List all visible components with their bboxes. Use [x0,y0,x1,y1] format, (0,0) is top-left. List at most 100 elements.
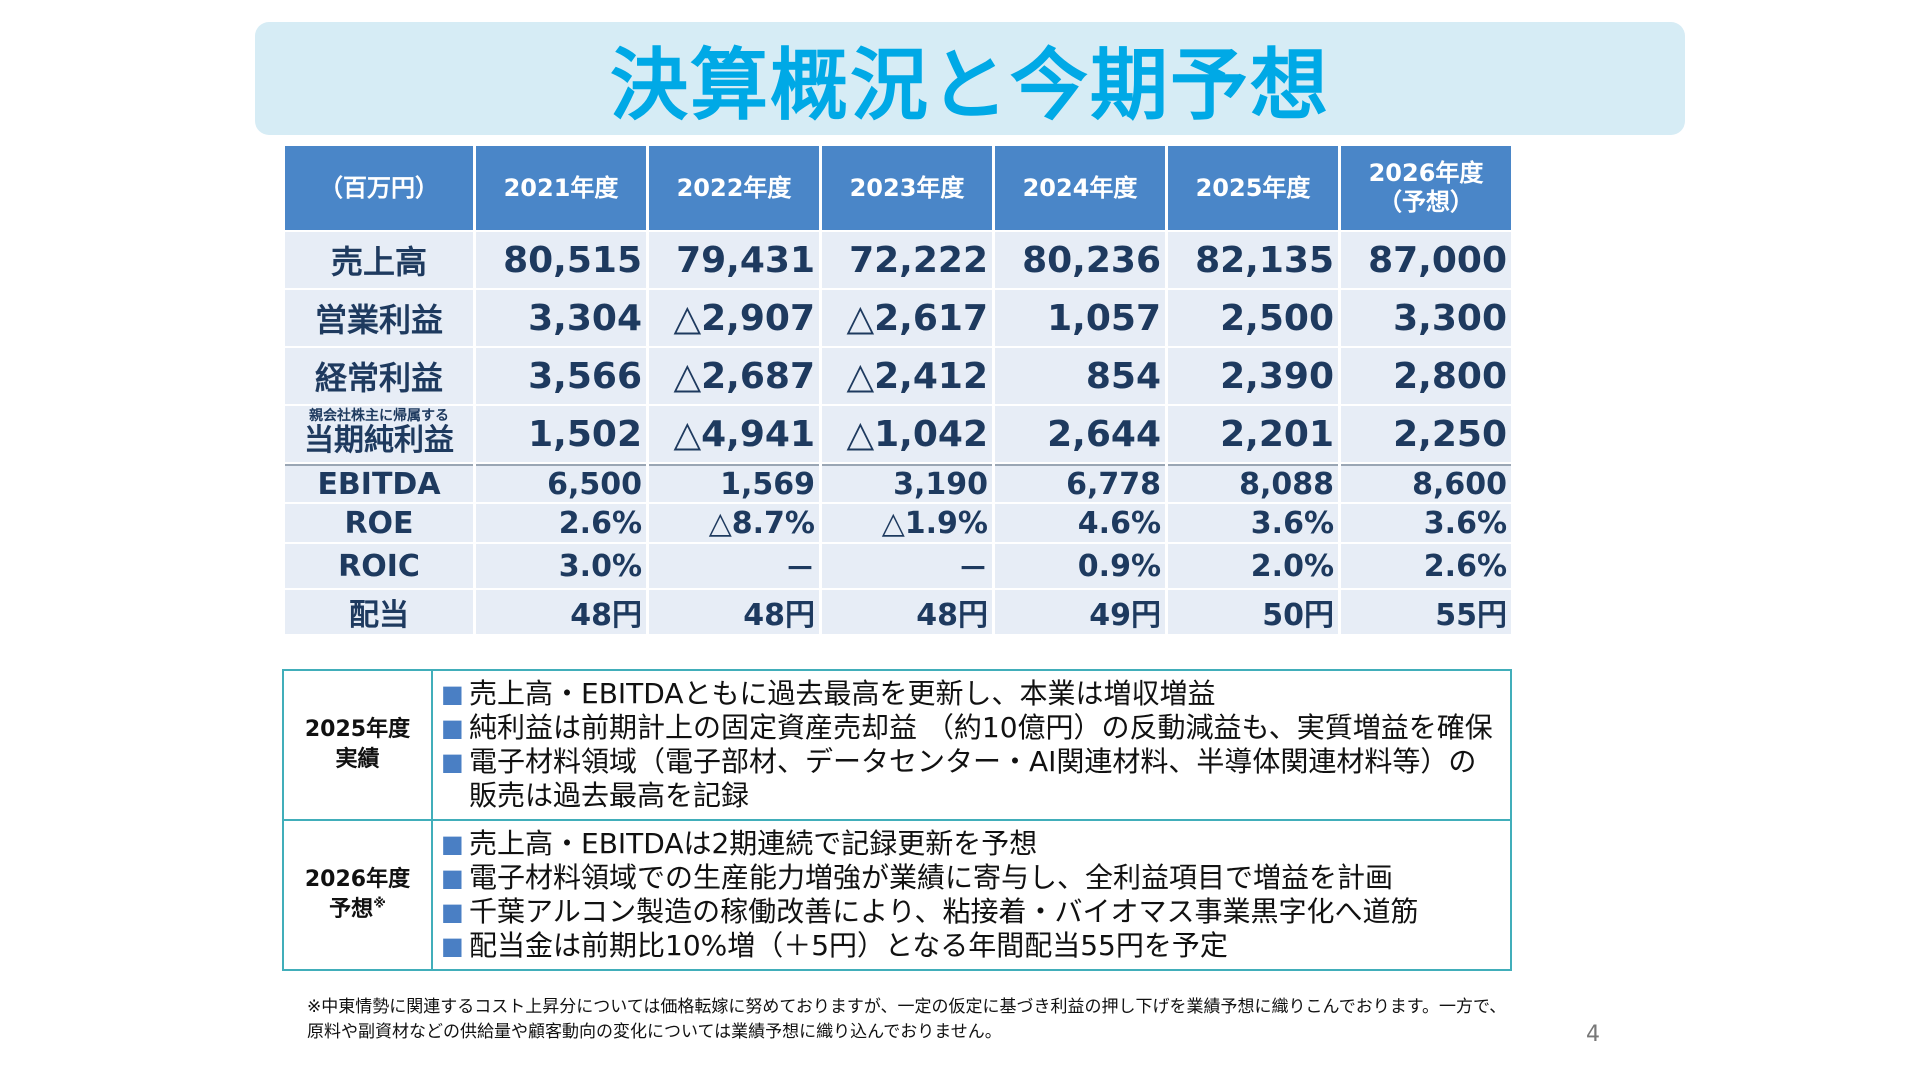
table-header-row: （百万円） 2021年度 2022年度 2023年度 2024年度 2025年度… [285,146,1511,230]
header-2021: 2021年度 [476,146,646,230]
bullet-text: 売上高・EBITDAともに過去最高を更新し、本業は増収増益 [469,677,1216,710]
notes-body: ■ 売上高・EBITDAともに過去最高を更新し、本業は増収増益 ■ 純利益は前期計上の… [431,669,1512,821]
bullet-text: 電子材料領域での生産能力増強が業績に寄与し、全利益項目で増益を計画 [469,861,1394,894]
square-bullet-icon: ■ [441,864,464,892]
header-unit: （百万円） [285,146,473,230]
table-cell: 6,500 [476,464,646,502]
bullet-item: ■ 売上高・EBITDAは2期連続で記録更新を予想 [441,827,1502,861]
row-label: 親会社株主に帰属する 当期純利益 [285,406,473,462]
square-bullet-icon: ■ [441,932,464,960]
header-2025: 2025年度 [1168,146,1338,230]
row-label: ROIC [285,544,473,588]
table-cell: 1,502 [476,406,646,462]
page-title: 決算概況と今期予想 [609,40,1330,131]
notes-row: 2025年度 実績 ■ 売上高・EBITDAともに過去最高を更新し、本業は増収増益 ■ 純… [282,669,1512,821]
notes-year-label: 2025年度 実績 [282,669,433,821]
table-cell: － [649,544,819,588]
table-cell: △2,617 [822,290,992,346]
table-cell: 3,304 [476,290,646,346]
row-label: 営業利益 [285,290,473,346]
table-row: EBITDA 6,500 1,569 3,190 6,778 8,088 8,600 [285,464,1511,502]
table-cell: 1,569 [649,464,819,502]
table-cell: 48円 [476,590,646,634]
bullet-item: ■ 電子材料領域での生産能力増強が業績に寄与し、全利益項目で増益を計画 [441,861,1502,895]
row-label: 経常利益 [285,348,473,404]
table-cell: 80,236 [995,232,1165,288]
bullet-item: ■ 売上高・EBITDAともに過去最高を更新し、本業は増収増益 [441,677,1502,711]
bullet-text: 売上高・EBITDAは2期連続で記録更新を予想 [469,827,1038,860]
notes-table: 2025年度 実績 ■ 売上高・EBITDAともに過去最高を更新し、本業は増収増益 ■ 純… [282,669,1512,971]
table-row: 経常利益 3,566 △2,687 △2,412 854 2,390 2,800 [285,348,1511,404]
row-label: EBITDA [285,464,473,502]
table-cell: 2.6% [1341,544,1511,588]
table-cell: 2,644 [995,406,1165,462]
table-cell: 2,800 [1341,348,1511,404]
bullet-text: 配当金は前期比10%増（＋5円）となる年間配当55円を予定 [469,929,1228,962]
table-cell: 87,000 [1341,232,1511,288]
table-cell: 48円 [649,590,819,634]
table-cell: 82,135 [1168,232,1338,288]
bullet-item: ■ 配当金は前期比10%増（＋5円）となる年間配当55円を予定 [441,929,1502,963]
table-cell: － [822,544,992,588]
bullet-item: ■ 純利益は前期計上の固定資産売却益 （約10億円）の反動減益も、実質増益を確保 [441,711,1502,745]
page-number: 4 [1586,1022,1600,1047]
table-cell: 3,300 [1341,290,1511,346]
bullet-text: 千葉アルコン製造の稼働改善により、粘接着・バイオマス事業黒字化へ道筋 [469,895,1419,928]
notes-year-type: 予想 [329,897,374,922]
table-cell: 50円 [1168,590,1338,634]
table-cell: 2,201 [1168,406,1338,462]
table-cell: 8,600 [1341,464,1511,502]
header-2022: 2022年度 [649,146,819,230]
bullet-item: ■ 電子材料領域（電子部材、データセンター・AI関連材料、半導体関連材料等）の販売… [441,745,1502,813]
row-label: ROE [285,504,473,542]
notes-year: 2025年度 [304,717,411,743]
table-cell: △2,687 [649,348,819,404]
table-cell: △2,412 [822,348,992,404]
table-cell: 6,778 [995,464,1165,502]
bullet-item: ■ 千葉アルコン製造の稼働改善により、粘接着・バイオマス事業黒字化へ道筋 [441,895,1502,929]
table-row: ROE 2.6% △8.7% △1.9% 4.6% 3.6% 3.6% [285,504,1511,542]
financial-table: （百万円） 2021年度 2022年度 2023年度 2024年度 2025年度… [282,144,1514,636]
table-row: 配当 48円 48円 48円 49円 50円 55円 [285,590,1511,634]
row-label-text: 当期純利益 [304,423,454,459]
table-cell: 4.6% [995,504,1165,542]
square-bullet-icon: ■ [441,680,464,708]
row-label: 売上高 [285,232,473,288]
table-cell: 3.6% [1168,504,1338,542]
note-mark: ※ [373,896,386,912]
row-sublabel: 親会社株主に帰属する [309,408,449,425]
table-cell: 49円 [995,590,1165,634]
table-cell: △4,941 [649,406,819,462]
table-cell: 0.9% [995,544,1165,588]
table-cell: 80,515 [476,232,646,288]
square-bullet-icon: ■ [441,898,464,926]
notes-row: 2026年度 予想※ ■ 売上高・EBITDAは2期連続で記録更新を予想 ■ 電子材料領域… [282,819,1512,971]
table-cell: △8.7% [649,504,819,542]
table-cell: 72,222 [822,232,992,288]
notes-year-type: 実績 [335,747,380,772]
table-cell: 79,431 [649,232,819,288]
table-cell: 2,250 [1341,406,1511,462]
table-cell: 2,390 [1168,348,1338,404]
table-cell: 2.0% [1168,544,1338,588]
table-cell: △1.9% [822,504,992,542]
table-cell: △1,042 [822,406,992,462]
square-bullet-icon: ■ [441,830,464,858]
notes-year-label: 2026年度 予想※ [282,819,433,971]
square-bullet-icon: ■ [441,748,464,776]
header-2024: 2024年度 [995,146,1165,230]
table-row: ROIC 3.0% －－ 0.9% 2.0% 2.6% [285,544,1511,588]
table-cell: 55円 [1341,590,1511,634]
square-bullet-icon: ■ [441,714,464,742]
table-cell: 48円 [822,590,992,634]
table-cell: 2.6% [476,504,646,542]
row-label: 配当 [285,590,473,634]
table-cell: 1,057 [995,290,1165,346]
table-row: 売上高 80,515 79,431 72,222 80,236 82,135 87,000 [285,232,1511,288]
notes-body: ■ 売上高・EBITDAは2期連続で記録更新を予想 ■ 電子材料領域での生産能力増強が… [431,819,1512,971]
footnote: ※中東情勢に関連するコスト上昇分については価格転嫁に努めておりますが、一定の仮定… [307,997,1507,1042]
header-2026: 2026年度 （予想） [1341,146,1511,230]
table-cell: 3,566 [476,348,646,404]
title-banner: 決算概況と今期予想 [255,22,1685,135]
table-row: 営業利益 3,304 △2,907 △2,617 1,057 2,500 3,300 [285,290,1511,346]
